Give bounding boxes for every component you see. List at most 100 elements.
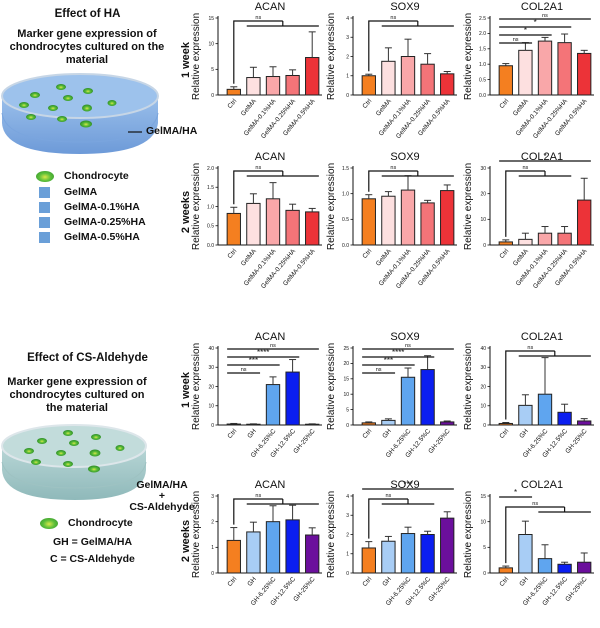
- y-tick-label: 0: [346, 93, 349, 99]
- dish-label-line: +: [158, 490, 166, 502]
- bar-ctrl: [226, 212, 241, 246]
- chart-title: COL2A1: [521, 1, 563, 13]
- x-tick-label: GH: [246, 576, 258, 588]
- y-axis-label: Relative expression: [463, 343, 474, 430]
- bar-gh-12-5-c: [285, 519, 300, 574]
- bar-gh-12-5-c: [420, 369, 435, 426]
- x-tick-label: Ctrl: [498, 575, 510, 588]
- bar-gelma-0-25-ha: [420, 63, 435, 96]
- chart-title: SOX9: [390, 331, 419, 343]
- y-tick-label: 1.0: [479, 62, 486, 68]
- y-tick-label: 2.0: [479, 31, 486, 37]
- bar-gelma-0-5-ha: [305, 211, 320, 246]
- legend-label: GelMA: [64, 186, 98, 198]
- dish-label-ha: GelMA/HA: [146, 125, 198, 137]
- y-axis-label: Relative expression: [463, 491, 474, 578]
- bar-gelma-0-25-ha: [420, 202, 435, 246]
- x-tick-label: GelMA-0.25%HA: [260, 97, 298, 140]
- x-tick-label: GH: [381, 576, 393, 588]
- bar-ctrl: [361, 75, 376, 96]
- bar-gh: [518, 404, 533, 426]
- bar-gelma-0-25-ha: [285, 209, 300, 246]
- y-tick-label: 0.5: [207, 224, 214, 230]
- definition-c: C = CS-Aldehyde: [50, 553, 135, 565]
- bar-gelma-0-1-ha: [400, 56, 416, 96]
- dish-label-line: CS-Aldehyde: [129, 501, 195, 513]
- bar-gelma: [518, 49, 533, 96]
- square-icon: [39, 201, 50, 213]
- bar-gh-12-5-c: [557, 411, 572, 426]
- y-axis-label: Relative expression: [326, 13, 337, 100]
- significance-bracket: [368, 498, 408, 539]
- y-tick-label: 10: [480, 404, 486, 410]
- bar-gh-25-c: [440, 421, 455, 426]
- significance-label: ns: [390, 15, 396, 21]
- y-tick-label: 20: [480, 191, 486, 197]
- x-tick-label: Ctrl: [361, 247, 373, 260]
- bar-gh-6-25-c: [265, 384, 281, 426]
- y-tick-label: 3: [211, 494, 214, 500]
- chondrocyte-icon: [36, 170, 54, 182]
- x-tick-label: Ctrl: [498, 97, 510, 110]
- bar-gelma-0-25-ha: [557, 42, 572, 96]
- chart-title: COL2A1: [521, 331, 563, 343]
- chart-title: ACAN: [255, 331, 286, 343]
- x-tick-label: GelMA-0.25%HA: [395, 247, 433, 290]
- significance-label: ns: [405, 343, 411, 349]
- significance-label: ****: [257, 348, 269, 357]
- y-tick-label: 5: [211, 67, 214, 73]
- significance-bracket: [505, 170, 545, 237]
- legend-label: Chondrocyte: [68, 517, 133, 529]
- bar-gh-25-c: [305, 534, 320, 574]
- dish-label-cs: GelMA/HA + CS-Aldehyde: [122, 480, 202, 513]
- significance-bracket: [505, 506, 565, 564]
- significance-label: *: [534, 18, 537, 27]
- y-tick-label: 30: [480, 166, 486, 172]
- bar-gelma-0-5-ha: [577, 52, 592, 96]
- significance-label: ns: [376, 367, 382, 373]
- bar-gelma-0-5-ha: [305, 57, 320, 96]
- x-tick-label: GelMA-0.25%HA: [532, 247, 570, 290]
- bar-gelma-0-1-ha: [537, 40, 553, 96]
- significance-label: ***: [384, 356, 393, 365]
- significance-label: *: [543, 152, 546, 161]
- y-tick-label: 2: [211, 519, 214, 525]
- bar-ctrl: [498, 422, 513, 426]
- significance-label: ***: [403, 480, 412, 489]
- y-tick-label: 0: [346, 423, 349, 429]
- bar-gh: [518, 534, 533, 574]
- x-tick-label: Ctrl: [226, 427, 238, 440]
- x-tick-label: GelMA: [240, 97, 259, 117]
- y-axis-label: Relative expression: [191, 343, 202, 430]
- y-axis-label: Relative expression: [191, 491, 202, 578]
- x-tick-label: Ctrl: [361, 575, 373, 588]
- y-tick-label: 0: [211, 423, 214, 429]
- y-tick-label: 0: [211, 93, 214, 99]
- bar-gelma-0-5-ha: [440, 73, 455, 96]
- x-tick-label: GelMA-0.25%HA: [395, 97, 433, 140]
- significance-label: ns: [241, 367, 247, 373]
- x-tick-label: GelMA: [512, 97, 531, 117]
- x-tick-label: Ctrl: [498, 247, 510, 260]
- square-icon: [39, 216, 50, 228]
- y-tick-label: 15: [480, 494, 486, 500]
- chart-ha-2w-acan: ACAN Relative expression 0.0 0.5 1.0 1.5 2.0 Ct…: [191, 151, 322, 290]
- legend-label: GelMA-0.5%HA: [64, 231, 140, 243]
- legend-label: GelMA-0.25%HA: [64, 216, 146, 228]
- legend-item-chondrocyte: Chondrocyte: [36, 170, 129, 182]
- bar-gh-25-c: [305, 423, 320, 426]
- significance-bracket: [368, 170, 418, 192]
- x-tick-label: GelMA: [512, 247, 531, 267]
- y-tick-label: 3: [346, 35, 349, 41]
- bar-gh-25-c: [440, 517, 455, 574]
- chart-title: SOX9: [390, 151, 419, 163]
- significance-bracket: [505, 350, 555, 420]
- bar-gh-6-25-c: [537, 393, 553, 426]
- y-tick-label: 1: [346, 74, 349, 80]
- dish-label-line: GelMA/HA: [136, 479, 188, 491]
- y-tick-label: 1.0: [207, 204, 214, 210]
- y-tick-label: 2: [346, 54, 349, 60]
- y-tick-label: 15: [343, 377, 349, 383]
- y-tick-label: 0.0: [207, 243, 214, 249]
- legend-item-gelma-0.25ha: GelMA-0.25%HA: [39, 216, 146, 228]
